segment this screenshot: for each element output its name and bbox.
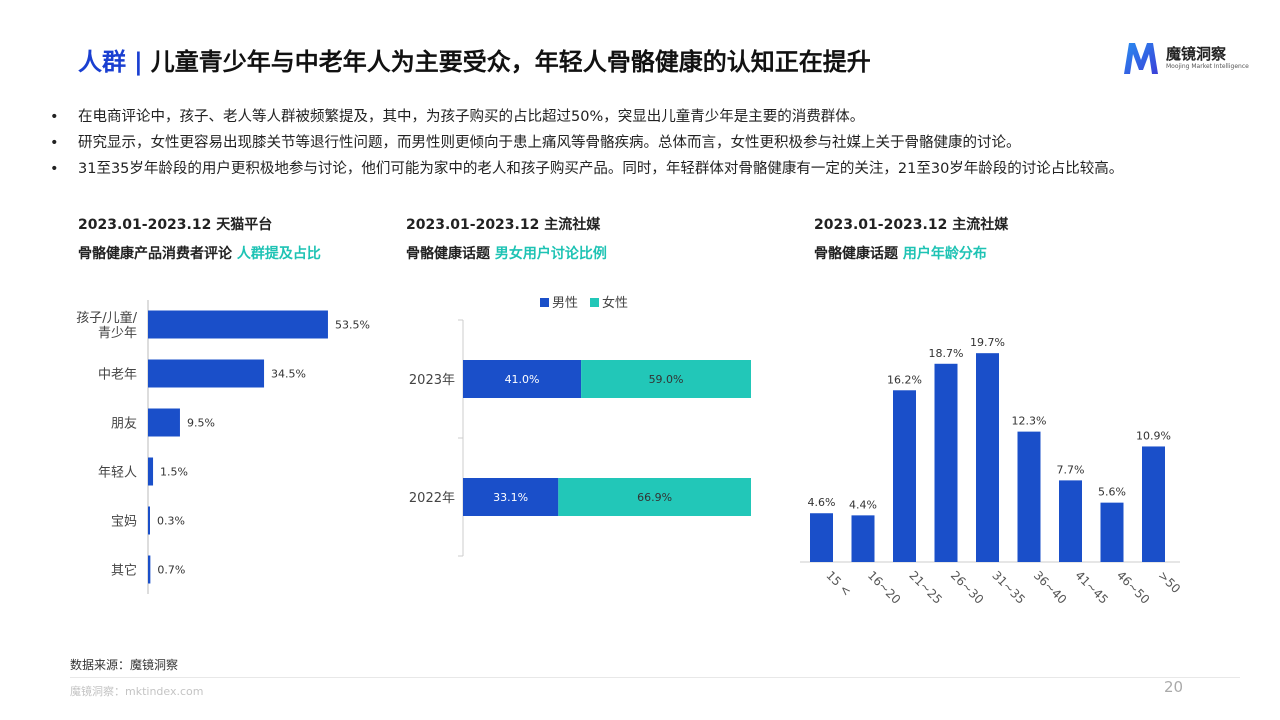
chart3-category-label: 21~25 <box>906 568 945 607</box>
chart3-category-label: 41~45 <box>1072 568 1111 607</box>
chart2-segment-label: 41.0% <box>505 373 540 386</box>
chart2-category-label: 2023年 <box>409 373 455 388</box>
bullet-item: 31至35岁年龄段的用户更积极地参与讨论，他们可能为家中的老人和孩子购买产品。同… <box>50 156 1220 182</box>
chart3-value-label: 4.6% <box>808 496 836 509</box>
chart1-category-label: 青少年 <box>98 326 137 341</box>
chart2-legend-label: 女性 <box>602 295 628 311</box>
summary-bullets: 在电商评论中，孩子、老人等人群被频繁提及，其中，为孩子购买的占比超过50%，突显… <box>50 104 1220 182</box>
chart3-value-label: 7.7% <box>1057 463 1085 476</box>
chart1-topic: 骨骼健康产品消费者评论 <box>78 246 232 262</box>
chart2-bar-segment <box>463 478 559 516</box>
chart1-value-label: 0.7% <box>157 564 185 577</box>
chart1-category-label: 朋友 <box>111 416 137 432</box>
chart-age-distribution: 4.6% 15 < 4.4% 16~20 16.2% 21~25 18.7% 26~30 19.… <box>800 336 1183 607</box>
chart1-bar <box>148 555 151 584</box>
chart2-segment-label: 66.9% <box>637 491 672 504</box>
chart3-category-label: 26~30 <box>948 568 987 607</box>
chart2-bar-segment <box>463 360 582 398</box>
chart3-bar <box>1059 480 1082 562</box>
logo-name: 魔镜洞察 <box>1166 45 1227 63</box>
chart2-segment-label: 33.1% <box>493 491 528 504</box>
chart1-bar <box>148 457 154 486</box>
chart2-legend-label: 男性 <box>552 296 578 311</box>
chart2-period: 2023.01-2023.12 主流社媒 <box>406 217 601 233</box>
chart3-category-label: 31~35 <box>989 568 1028 607</box>
chart3-period: 2023.01-2023.12 主流社媒 <box>814 217 1009 233</box>
chart1-bar <box>148 359 265 388</box>
chart3-category-label: 46~50 <box>1114 568 1153 607</box>
chart1-value-label: 0.3% <box>157 515 185 528</box>
page-number: 20 <box>1164 678 1184 696</box>
chart3-category-label: 36~40 <box>1031 568 1070 607</box>
chart2-legend-swatch <box>540 298 549 307</box>
footer-divider <box>70 677 1240 678</box>
chart1-bar <box>148 506 150 535</box>
bullet-item: 在电商评论中，孩子、老人等人群被频繁提及，其中，为孩子购买的占比超过50%，突显… <box>50 104 1220 130</box>
chart1-value-label: 1.5% <box>160 466 188 479</box>
chart2-bar-segment <box>558 478 751 516</box>
chart1-category-label: 中老年 <box>98 368 137 383</box>
chart3-value-label: 12.3% <box>1012 415 1047 428</box>
chart2-topic: 骨骼健康话题 <box>406 246 490 262</box>
chart-gender-ratio: 男性 女性 41.0% 59.0% 2023年 33.1% 66.9% 2022年 <box>409 295 751 557</box>
chart3-value-label: 5.6% <box>1098 486 1126 499</box>
chart3-bar <box>893 390 916 562</box>
chart3-category-label: 16~20 <box>865 568 904 607</box>
chart2-highlight: 男女用户讨论比例 <box>494 246 607 262</box>
chart1-category-label: 孩子/儿童/ <box>76 310 137 326</box>
bullet-item: 研究显示，女性更容易出现膝关节等退行性问题，而男性则更倾向于患上痛风等骨骼疾病。… <box>50 130 1220 156</box>
chart3-bar <box>851 515 875 562</box>
chart3-bar <box>976 353 999 562</box>
logo-tagline: Moojing Market Intelligence <box>1166 63 1249 70</box>
page-title: 人群 | 儿童青少年与中老年人为主要受众，年轻人骨骼健康的认知正在提升 <box>78 42 871 77</box>
chart1-value-label: 53.5% <box>335 319 370 332</box>
title-text: 儿童青少年与中老年人为主要受众，年轻人骨骼健康的认知正在提升 <box>150 48 871 76</box>
chart1-bar <box>148 310 328 339</box>
logo-m-icon <box>1124 43 1158 74</box>
chart1-category-label: 其它 <box>111 563 137 579</box>
chart3-value-label: 10.9% <box>1136 429 1171 442</box>
chart1-category-label: 年轻人 <box>98 466 137 481</box>
chart3-topic: 骨骼健康话题 <box>814 246 898 262</box>
chart3-bar <box>1100 502 1124 562</box>
chart-crowd-mentions: 53.5% 孩子/儿童/青少年 34.5% 中老年 9.5% 朋友 1.5% 年轻人 0.3% 宝… <box>76 300 370 594</box>
chart3-value-label: 16.2% <box>887 373 922 386</box>
brand-logo: 魔镜洞察 Moojing Market Intelligence <box>1120 38 1249 78</box>
chart1-category-label: 宝妈 <box>111 515 137 530</box>
chart1-period: 2023.01-2023.12 天猫平台 <box>78 217 273 233</box>
chart1-value-label: 34.5% <box>271 368 306 381</box>
title-separator: | <box>134 48 143 76</box>
chart3-bar <box>1142 446 1165 562</box>
chart2-legend-swatch <box>590 298 599 307</box>
chart1-highlight: 人群提及占比 <box>236 246 321 262</box>
chart2-category-label: 2022年 <box>409 491 455 506</box>
chart3-bar <box>1017 431 1041 562</box>
chart1-subtitle: 骨骼健康产品消费者评论 人群提及占比 <box>78 243 321 263</box>
chart3-category-label: 15 < <box>823 568 854 599</box>
data-source: 数据来源：魔镜洞察 <box>70 658 179 672</box>
chart1-value-label: 9.5% <box>187 417 215 430</box>
chart3-value-label: 4.4% <box>849 498 877 511</box>
footer-site: 魔镜洞察：mktindex.com <box>70 685 204 698</box>
chart2-subtitle: 骨骼健康话题 男女用户讨论比例 <box>406 243 607 263</box>
chart2-segment-label: 59.0% <box>649 373 684 386</box>
chart3-category-label: >50 <box>1155 568 1183 596</box>
title-category: 人群 <box>78 48 126 76</box>
chart3-value-label: 18.7% <box>929 347 964 360</box>
chart3-subtitle: 骨骼健康话题 用户年龄分布 <box>814 243 987 263</box>
chart1-bar <box>148 408 180 437</box>
chart3-bar <box>810 513 833 562</box>
chart3-highlight: 用户年龄分布 <box>902 246 987 262</box>
chart3-bar <box>934 363 958 562</box>
chart3-value-label: 19.7% <box>970 336 1005 349</box>
chart2-bar-segment <box>581 360 751 398</box>
